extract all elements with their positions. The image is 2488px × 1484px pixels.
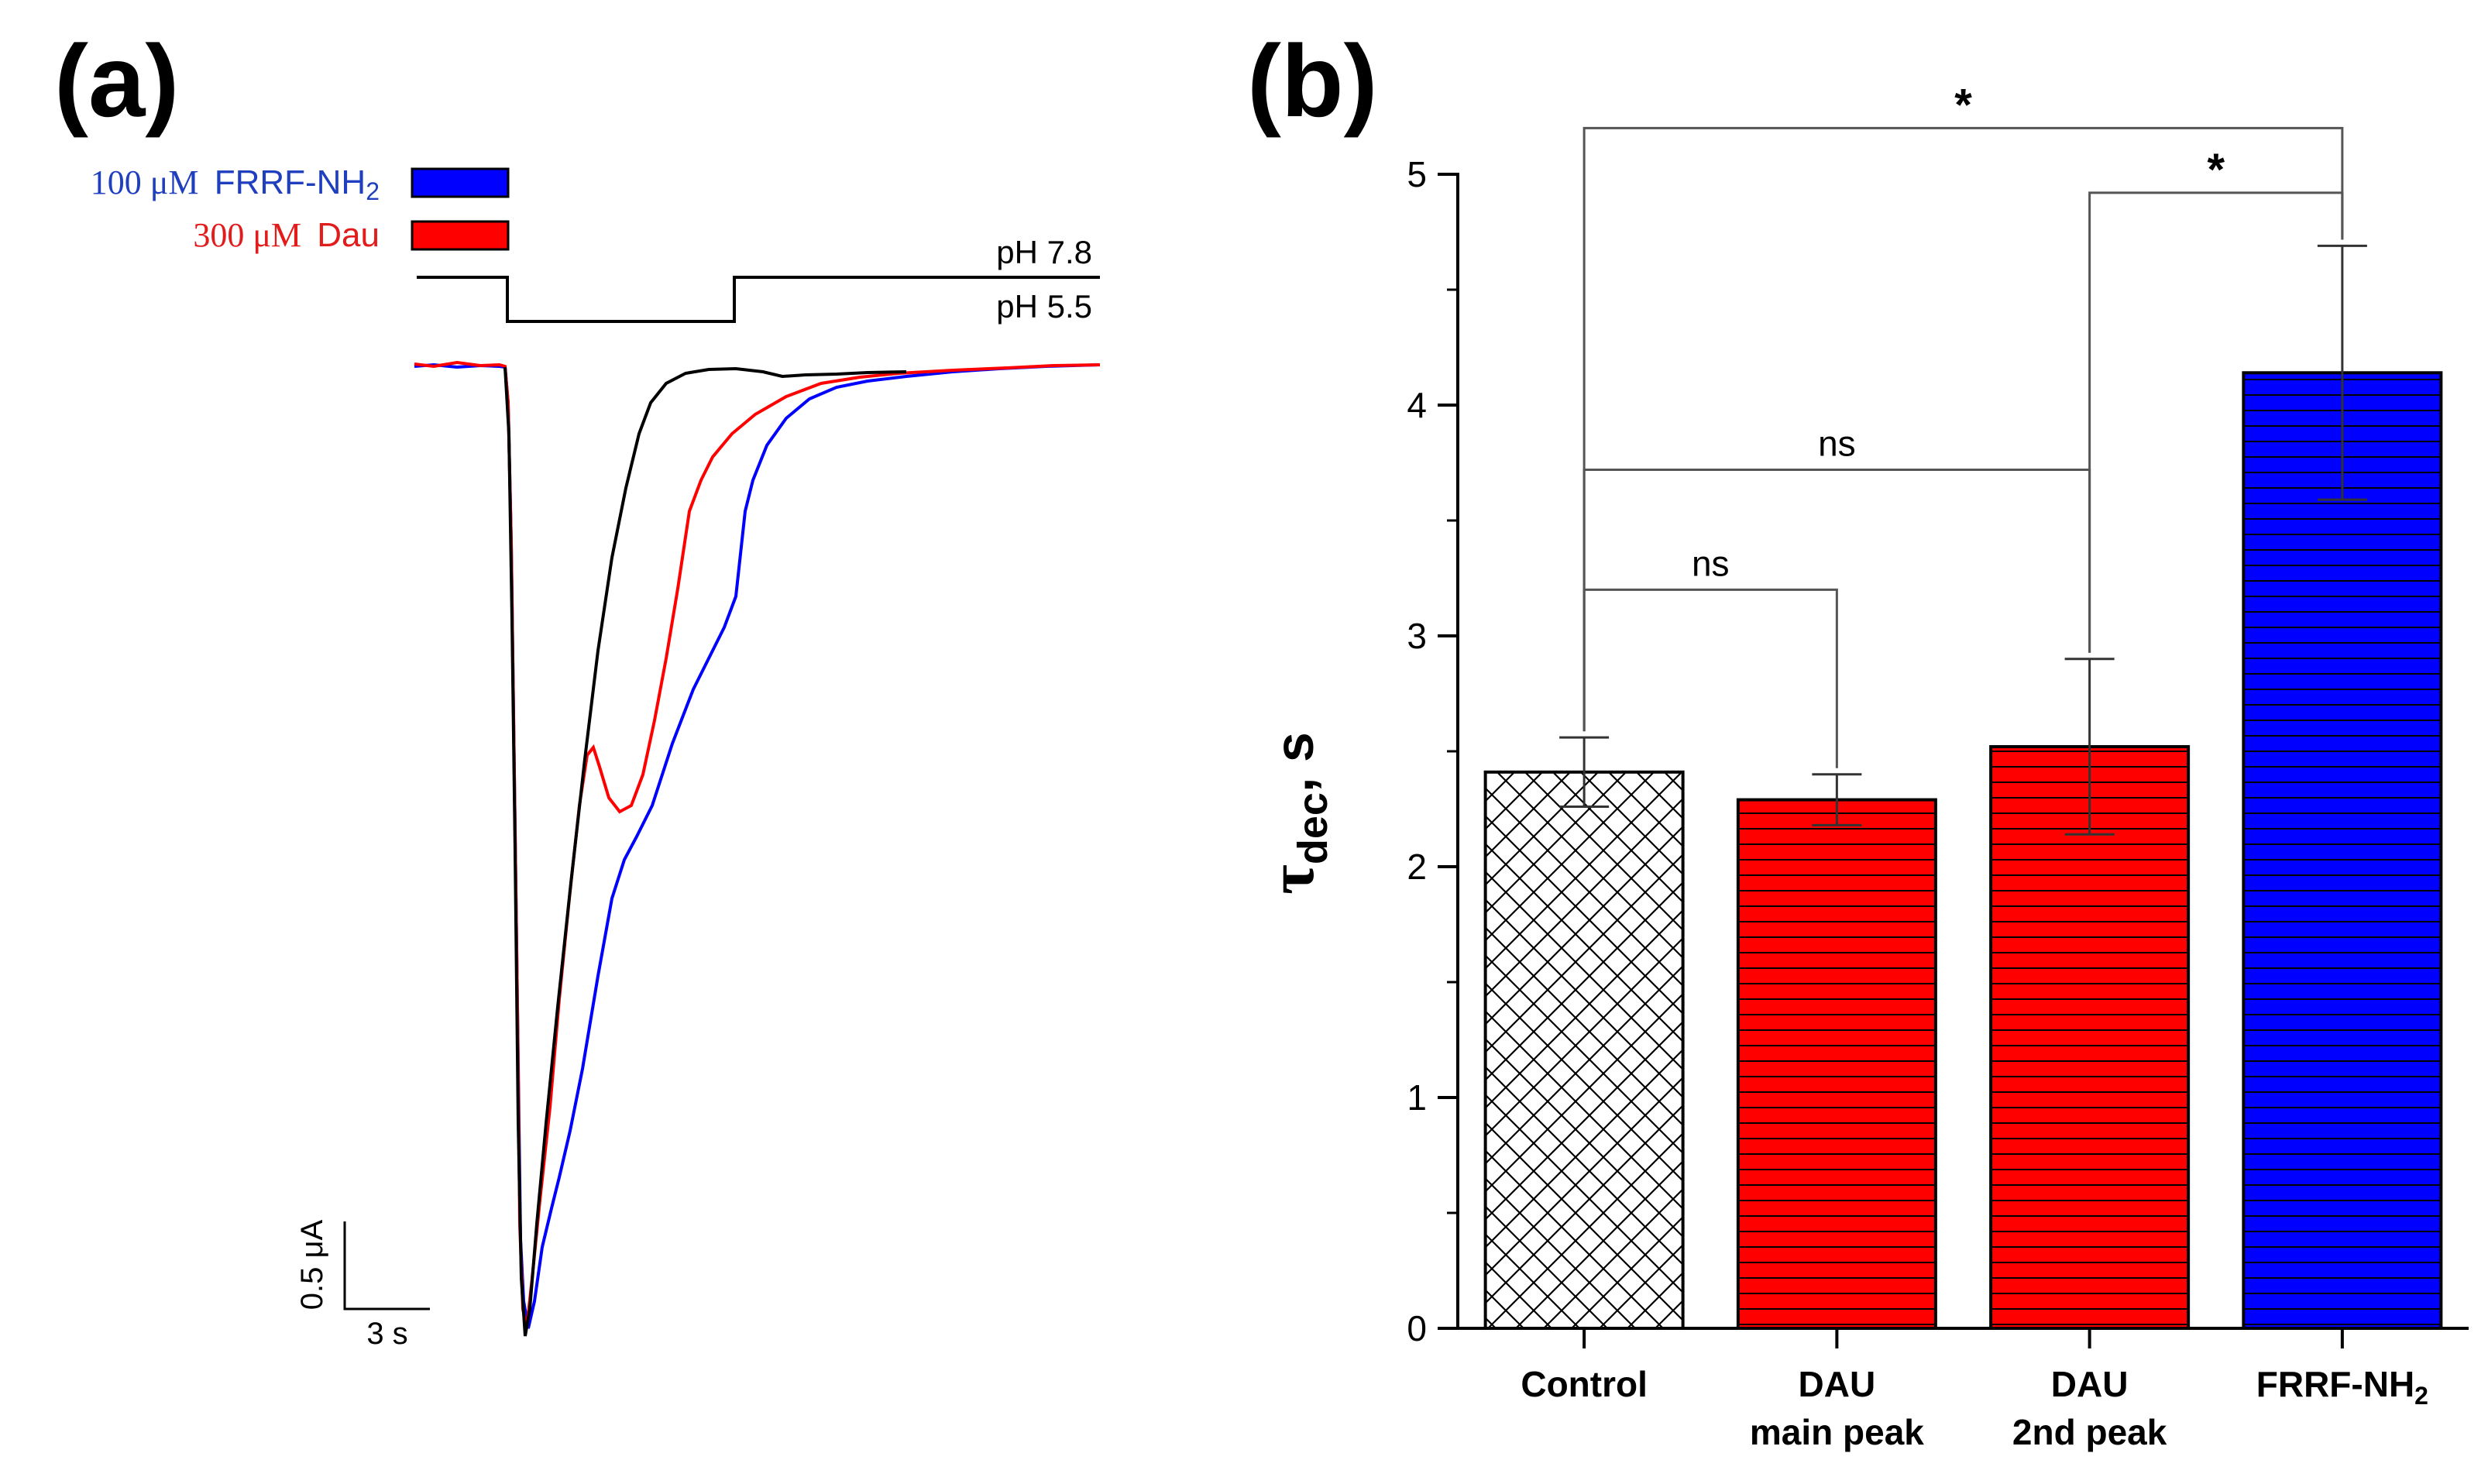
significance-bracket [1582,126,2344,732]
x-tick-label: DAU [1799,1364,1876,1404]
x-tick-label: DAU [2051,1364,2129,1404]
trace-frrf [414,362,1101,1329]
scale-bar [343,1221,430,1311]
y-tick-label: 5 [1407,154,1427,194]
x-tick-label-line2: 2nd peak [2012,1412,2167,1452]
chart-bars [1483,371,2443,1330]
legend-frrf-swatch [411,167,510,198]
legend-dau-name: Dau [317,216,380,254]
chart-x-labels: Control DAU main peak DAU 2nd peak FRRF-NH2 [1521,1364,2428,1452]
significance-label: ns [1692,543,1730,583]
ph-step-line [417,276,1100,323]
panel-b: (b) τdec, s 0 1 2 3 4 5 ns ns * * Control DAU main… [1247,24,2469,1452]
y-axis-label-unit: , s [1264,732,1325,792]
legend-frrf-sub: 2 [366,177,380,205]
x-tick-label-line2: main peak [1750,1412,1924,1452]
panel-a-label: (a) [54,24,179,138]
significance-bracket [1582,588,1838,768]
panel-a: (a) 100 μM FRRF-NH2 300 μM Dau pH 7.8 pH… [54,24,1101,1351]
bar [1736,798,1937,1330]
legend-frrf-label: 100 μM FRRF-NH2 [91,163,380,205]
bar [2242,371,2443,1330]
ph-low-label: pH 5.5 [996,288,1092,325]
trace-control [503,366,907,1337]
y-tick-label: 2 [1407,847,1427,887]
y-tick-label: 0 [1407,1308,1427,1348]
bar [1989,745,2191,1330]
y-tick-label: 4 [1407,385,1427,425]
scale-y-label: 0.5 μA [295,1219,329,1310]
scale-x-label: 3 s [366,1317,407,1351]
chart-significance: ns ns * * [1582,80,2344,768]
y-axis-label: τdec, s [1256,732,1336,895]
legend-dau-conc: 300 μM [193,216,301,254]
bar [1483,770,1685,1330]
y-axis-label-sub: dec [1290,792,1336,864]
significance-label: * [1954,80,1972,130]
x-tick-label-subscript: 2 [2414,1382,2428,1410]
y-tick-label: 3 [1407,616,1427,656]
trace-dau [414,360,1101,1329]
ph-high-label: pH 7.8 [996,234,1092,270]
chart-error-bars [1559,244,2367,836]
significance-label: * [2207,145,2225,195]
x-tick-label: Control [1521,1364,1648,1404]
panel-b-label: (b) [1247,24,1378,138]
legend-dau-label: 300 μM Dau [193,216,380,254]
x-tick-label: FRRF-NH2 [2256,1364,2428,1410]
y-tick-label: 1 [1407,1077,1427,1118]
legend-frrf-name: FRRF-NH [215,163,366,201]
significance-label: ns [1818,423,1856,463]
legend-dau-swatch [411,220,510,251]
legend-frrf-conc: 100 μM [91,163,199,201]
y-axis-label-main: τ [1256,864,1328,895]
